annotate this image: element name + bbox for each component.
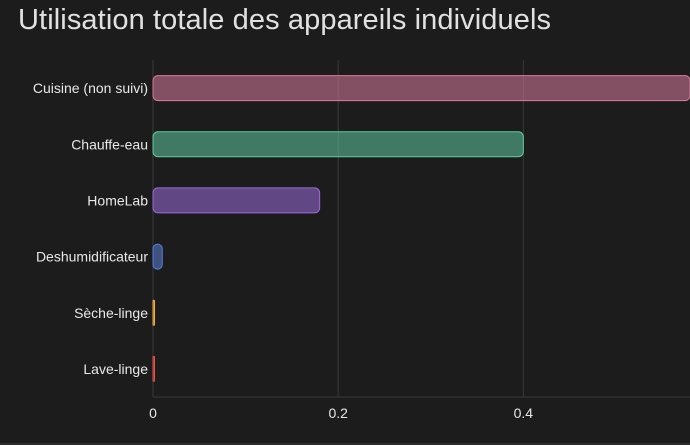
chart-title: Utilisation totale des appareils individ… [18,4,552,36]
category-label: HomeLab [87,192,148,208]
category-label: Deshumidificateur [36,249,148,265]
category-label: Sèche-linge [74,305,148,321]
bar-deshumidificateur [152,243,163,270]
bar-chauffe-eau [152,131,524,158]
category-label: Chauffe-eau [71,136,148,152]
x-tick-label: 0.2 [328,405,348,421]
bar-s-che-linge [152,299,155,326]
x-tick-label: 0 [149,405,157,421]
bar-homelab [152,187,321,214]
category-label: Lave-linge [83,361,148,377]
category-label: Cuisine (non suivi) [33,80,148,96]
bar-cuisine-non-suivi [152,75,690,102]
x-tick-label: 0.4 [514,405,534,421]
bar-lave-linge [152,355,155,382]
